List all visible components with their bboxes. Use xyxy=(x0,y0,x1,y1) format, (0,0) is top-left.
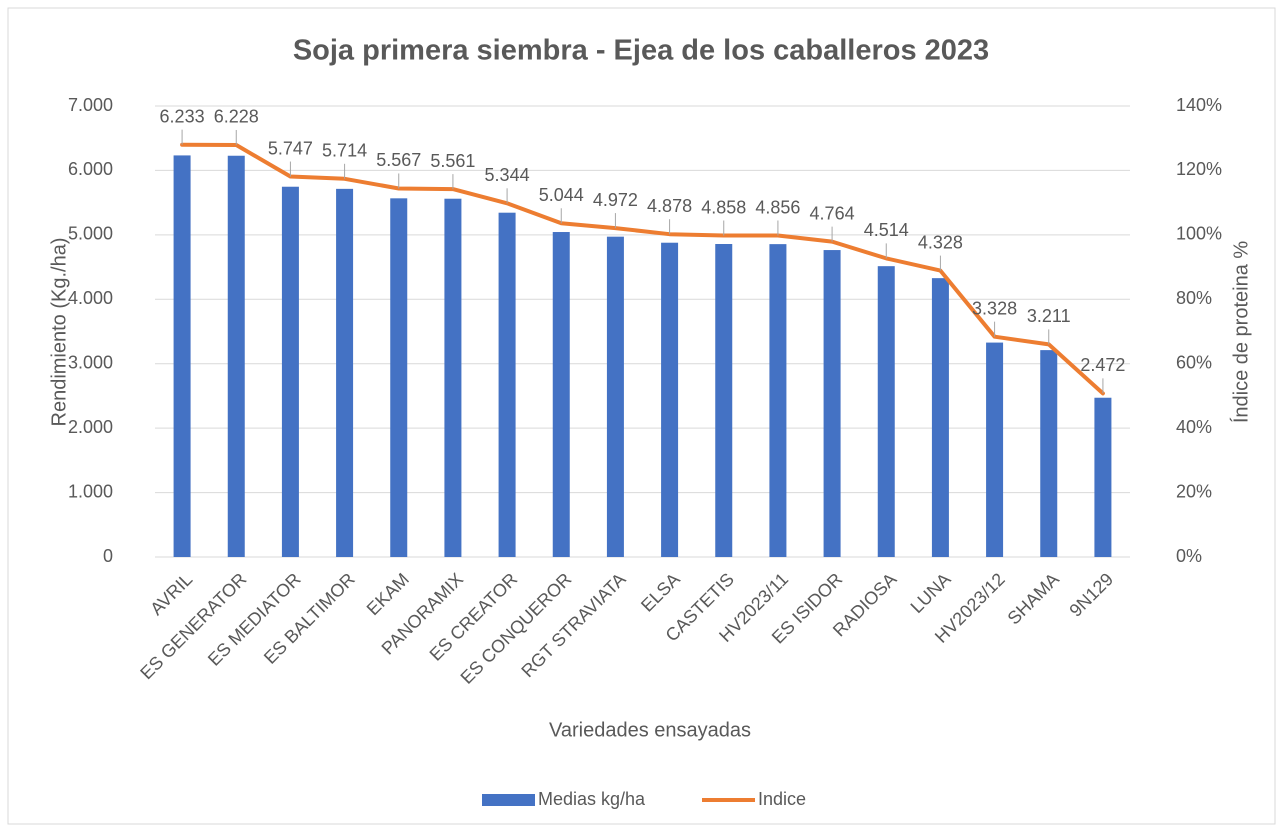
data-label: 2.472 xyxy=(1080,355,1125,375)
bar xyxy=(444,198,462,557)
data-label: 4.972 xyxy=(593,190,638,210)
data-label: 5.747 xyxy=(268,138,313,158)
data-label: 4.858 xyxy=(701,197,746,217)
y-tick-label: 3.000 xyxy=(68,352,113,372)
y-tick-label: 7.000 xyxy=(68,95,113,115)
data-label: 5.044 xyxy=(539,185,584,205)
x-axis-title: Variedades ensayadas xyxy=(549,719,751,741)
y-tick-label: 2.000 xyxy=(68,417,113,437)
bar xyxy=(931,278,949,557)
data-label: 4.328 xyxy=(918,232,963,252)
y2-tick-label: 40% xyxy=(1176,417,1212,437)
y-tick-label: 0 xyxy=(103,546,113,566)
data-label: 3.211 xyxy=(1027,306,1071,326)
chart-frame xyxy=(7,7,1276,825)
data-label: 6.228 xyxy=(214,107,259,127)
bar xyxy=(390,198,408,557)
y-tick-label: 6.000 xyxy=(68,159,113,179)
y2-tick-label: 140% xyxy=(1176,95,1222,115)
y2-axis-title: Índice de proteina % xyxy=(1229,241,1252,424)
data-label: 5.714 xyxy=(322,141,367,161)
data-label: 3.328 xyxy=(972,298,1017,318)
y-tick-label: 5.000 xyxy=(68,224,113,244)
bar xyxy=(661,242,679,558)
bar xyxy=(823,250,841,557)
bar xyxy=(336,188,354,557)
y2-tick-label: 0% xyxy=(1176,546,1202,566)
bar xyxy=(281,186,299,557)
bar xyxy=(498,212,516,557)
data-label: 5.344 xyxy=(485,165,530,185)
y-tick-label: 1.000 xyxy=(68,481,113,501)
legend-label: Medias kg/ha xyxy=(538,789,646,809)
bar xyxy=(173,155,191,557)
bar xyxy=(769,244,787,557)
legend-swatch xyxy=(482,794,535,806)
y2-tick-label: 20% xyxy=(1176,481,1212,501)
bar xyxy=(1040,350,1058,557)
data-label: 6.233 xyxy=(160,106,205,126)
bar xyxy=(227,155,245,557)
data-label: 5.561 xyxy=(430,151,475,171)
bar xyxy=(877,266,895,557)
y-axis-title: Rendimiento (Kg./ha) xyxy=(48,238,70,427)
data-label: 5.567 xyxy=(376,150,421,170)
data-label: 4.878 xyxy=(647,196,692,216)
line xyxy=(180,142,1105,396)
data-label: 4.514 xyxy=(864,220,909,240)
y2-tick-label: 80% xyxy=(1176,288,1212,308)
y2-tick-label: 100% xyxy=(1176,224,1222,244)
data-label: 4.856 xyxy=(755,197,800,217)
legend-label: Indice xyxy=(758,789,806,809)
bar xyxy=(986,342,1004,557)
bar xyxy=(715,244,733,558)
bar xyxy=(606,236,624,558)
bar xyxy=(1094,397,1112,557)
y2-tick-label: 60% xyxy=(1176,352,1212,372)
y-tick-label: 4.000 xyxy=(68,288,113,308)
chart-title: Soja primera siembra - Ejea de los cabal… xyxy=(293,35,989,67)
data-label: 4.764 xyxy=(810,203,855,223)
bar xyxy=(552,232,570,558)
y2-tick-label: 120% xyxy=(1176,159,1222,179)
